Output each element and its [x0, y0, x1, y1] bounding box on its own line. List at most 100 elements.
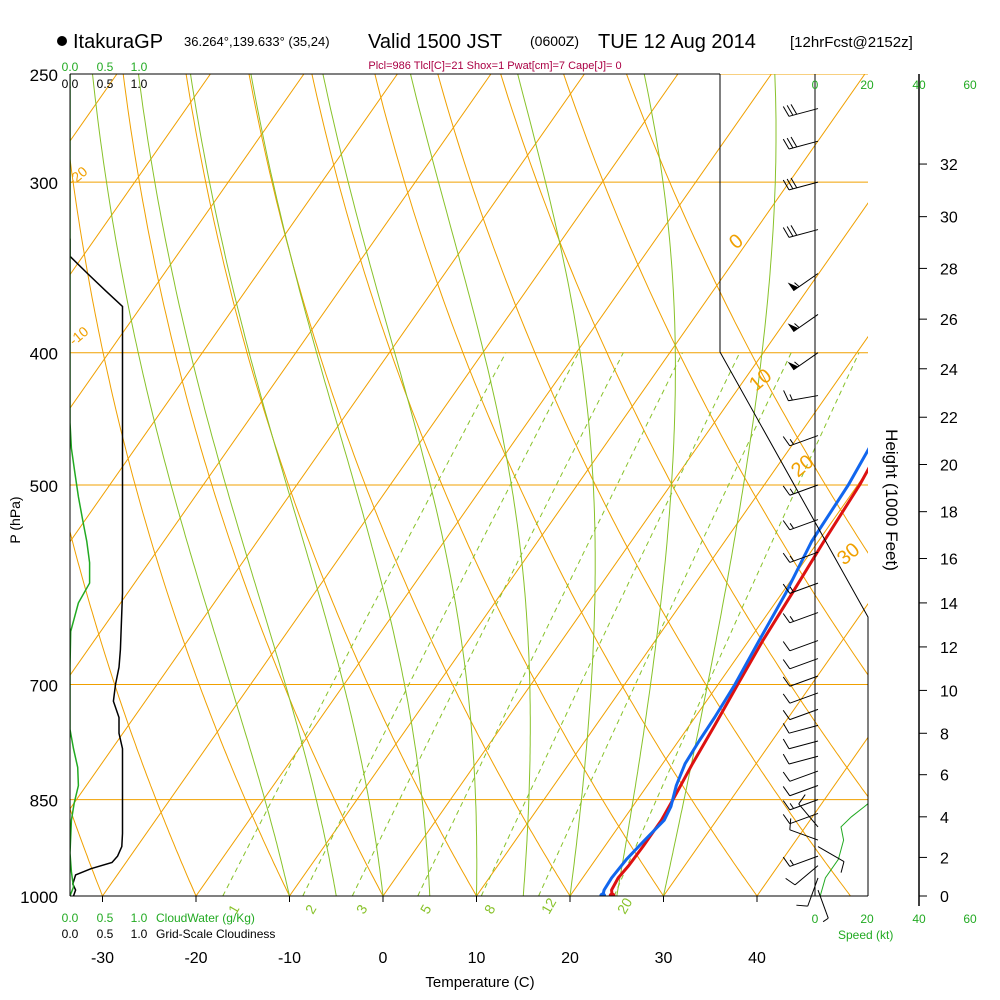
cloudwater-series: [70, 74, 91, 896]
mixing-ratio-line: [538, 352, 792, 896]
temperature-tick-label: 30: [655, 950, 673, 967]
isotherm-line: [195, 74, 772, 896]
wind-barb-feather: [790, 104, 798, 115]
wind-barb-staff: [817, 889, 829, 919]
wind-barb: [782, 812, 819, 825]
wind-barb-feather: [782, 552, 791, 563]
wind-barb: [787, 273, 819, 292]
cloudwater-tick-label-top: 0.5: [97, 60, 114, 74]
height-tick-label: 0: [940, 889, 949, 906]
wind-barb: [782, 177, 819, 191]
isotherm-line: [0, 74, 23, 896]
cloudiness-tick-label-top: 1.0: [131, 77, 148, 91]
wind-barb: [782, 435, 819, 447]
height-tick-label: 32: [940, 157, 958, 174]
wind-barb-staff: [789, 708, 819, 721]
wind-barb-staff: [789, 612, 819, 624]
height-tick-label: 30: [940, 210, 958, 227]
isotherm-label: 20: [787, 451, 818, 482]
wind-barb-feather: [798, 794, 806, 805]
right-boundary-line: [719, 74, 869, 896]
y-axis-title: P (hPa): [7, 496, 23, 543]
wind-barb-feather: [782, 436, 791, 447]
wind-barb-feather: [790, 177, 798, 189]
wind-barb-half-feather: [789, 439, 794, 445]
wind-barb: [817, 889, 829, 923]
temperature-tick-label: -10: [278, 950, 301, 967]
cloudwater-tick-label-bottom: 0.5: [97, 911, 114, 925]
temperature-tick-label: 40: [748, 950, 766, 967]
wind-barb-feather: [783, 390, 789, 401]
wind-barb-staff: [789, 519, 819, 531]
wind-barb-feather: [782, 753, 790, 765]
height-tick-label: 10: [940, 683, 958, 700]
cloudwater-tick-label-bottom: 0.0: [62, 911, 79, 925]
cloudiness-series: [70, 238, 124, 896]
mixing-ratio-line: [302, 352, 579, 896]
height-tick-label: 20: [940, 457, 958, 474]
cloudwater-tick-label-top: 1.0: [131, 60, 148, 74]
moist-adiabat-line: [410, 74, 531, 896]
moist-adiabat-line: [92, 74, 290, 896]
mixing-ratio-line: [351, 352, 624, 896]
plot-frame: [69, 73, 920, 906]
speed-axis-title: Speed (kt): [838, 928, 893, 942]
wind-barb-staff: [789, 855, 819, 867]
wind-barb: [782, 855, 819, 867]
wind-barb-pennant: [787, 361, 799, 370]
pressure-tick-label: 700: [30, 677, 58, 696]
sounding-indices: Plcl=986 Tlcl[C]=21 Shox=1 Pwat[cm]=7 Ca…: [368, 60, 621, 72]
wind-barb-feather: [840, 861, 845, 873]
wind-barb-feather: [782, 583, 791, 594]
wind-barb: [782, 785, 819, 797]
height-tick-label: 4: [940, 810, 949, 827]
pressure-tick-label: 1000: [20, 888, 58, 907]
wind-barb-staff: [817, 846, 845, 862]
mixing-ratio-line: [417, 352, 683, 896]
wind-barb: [785, 865, 819, 886]
wind-barb-staff: [789, 829, 819, 841]
wind-barb-feather: [790, 136, 798, 148]
dry-adiabat-line: [311, 74, 664, 896]
wind-barb-feather: [782, 800, 791, 811]
title-coords: 36.264°,139.633° (35,24): [184, 34, 330, 49]
wind-barb-pennant: [787, 282, 799, 291]
speed-tick-label-top: 20: [860, 78, 874, 92]
mixing-ratio-lines: [222, 352, 860, 896]
plot-area: [0, 74, 868, 896]
wind-barb-staff: [788, 740, 819, 750]
pressure-tick-label: 300: [30, 174, 58, 193]
wind-barb: [782, 519, 819, 531]
wind-barb-half-feather: [789, 803, 794, 809]
cloudwater-line: [70, 74, 91, 896]
wind-barb: [782, 799, 819, 811]
wind-barb: [782, 640, 819, 652]
chart-title: ItakuraGP 36.264°,139.633° (35,24) Valid…: [57, 31, 913, 53]
dry-adiabat-lines: [70, 74, 868, 896]
wind-barb-feather: [782, 710, 791, 720]
isotherm-line: [663, 602, 868, 896]
isotherm-line: [70, 74, 492, 677]
temperature-tick-label: -30: [91, 950, 114, 967]
height-axis-title: Height (1000 Feet): [882, 429, 901, 571]
wind-barb-staff: [789, 640, 819, 652]
wind-barb-staff: [788, 108, 819, 117]
isotherm-line: [70, 74, 585, 810]
wind-barb-staff: [789, 770, 819, 782]
wind-barb-feather: [782, 227, 790, 238]
wind-speed-line: [819, 803, 868, 896]
title-date: TUE 12 Aug 2014: [598, 31, 756, 53]
wind-barb: [782, 225, 819, 238]
wind-barb-feather: [786, 178, 794, 190]
moist-adiabat-line: [517, 74, 596, 896]
speed-tick-label-bottom: 40: [912, 912, 926, 926]
cloudiness-tick-label-bottom: 0.0: [62, 927, 79, 941]
wind-barb-half-feather: [789, 394, 793, 401]
height-tick-label: 16: [940, 552, 958, 569]
wind-barb: [783, 390, 819, 402]
wind-barb-feather: [782, 641, 791, 652]
temperature-tick-label: 10: [468, 950, 486, 967]
speed-tick-label-bottom: 0: [812, 912, 819, 926]
isotherm-label: 30: [833, 539, 864, 570]
